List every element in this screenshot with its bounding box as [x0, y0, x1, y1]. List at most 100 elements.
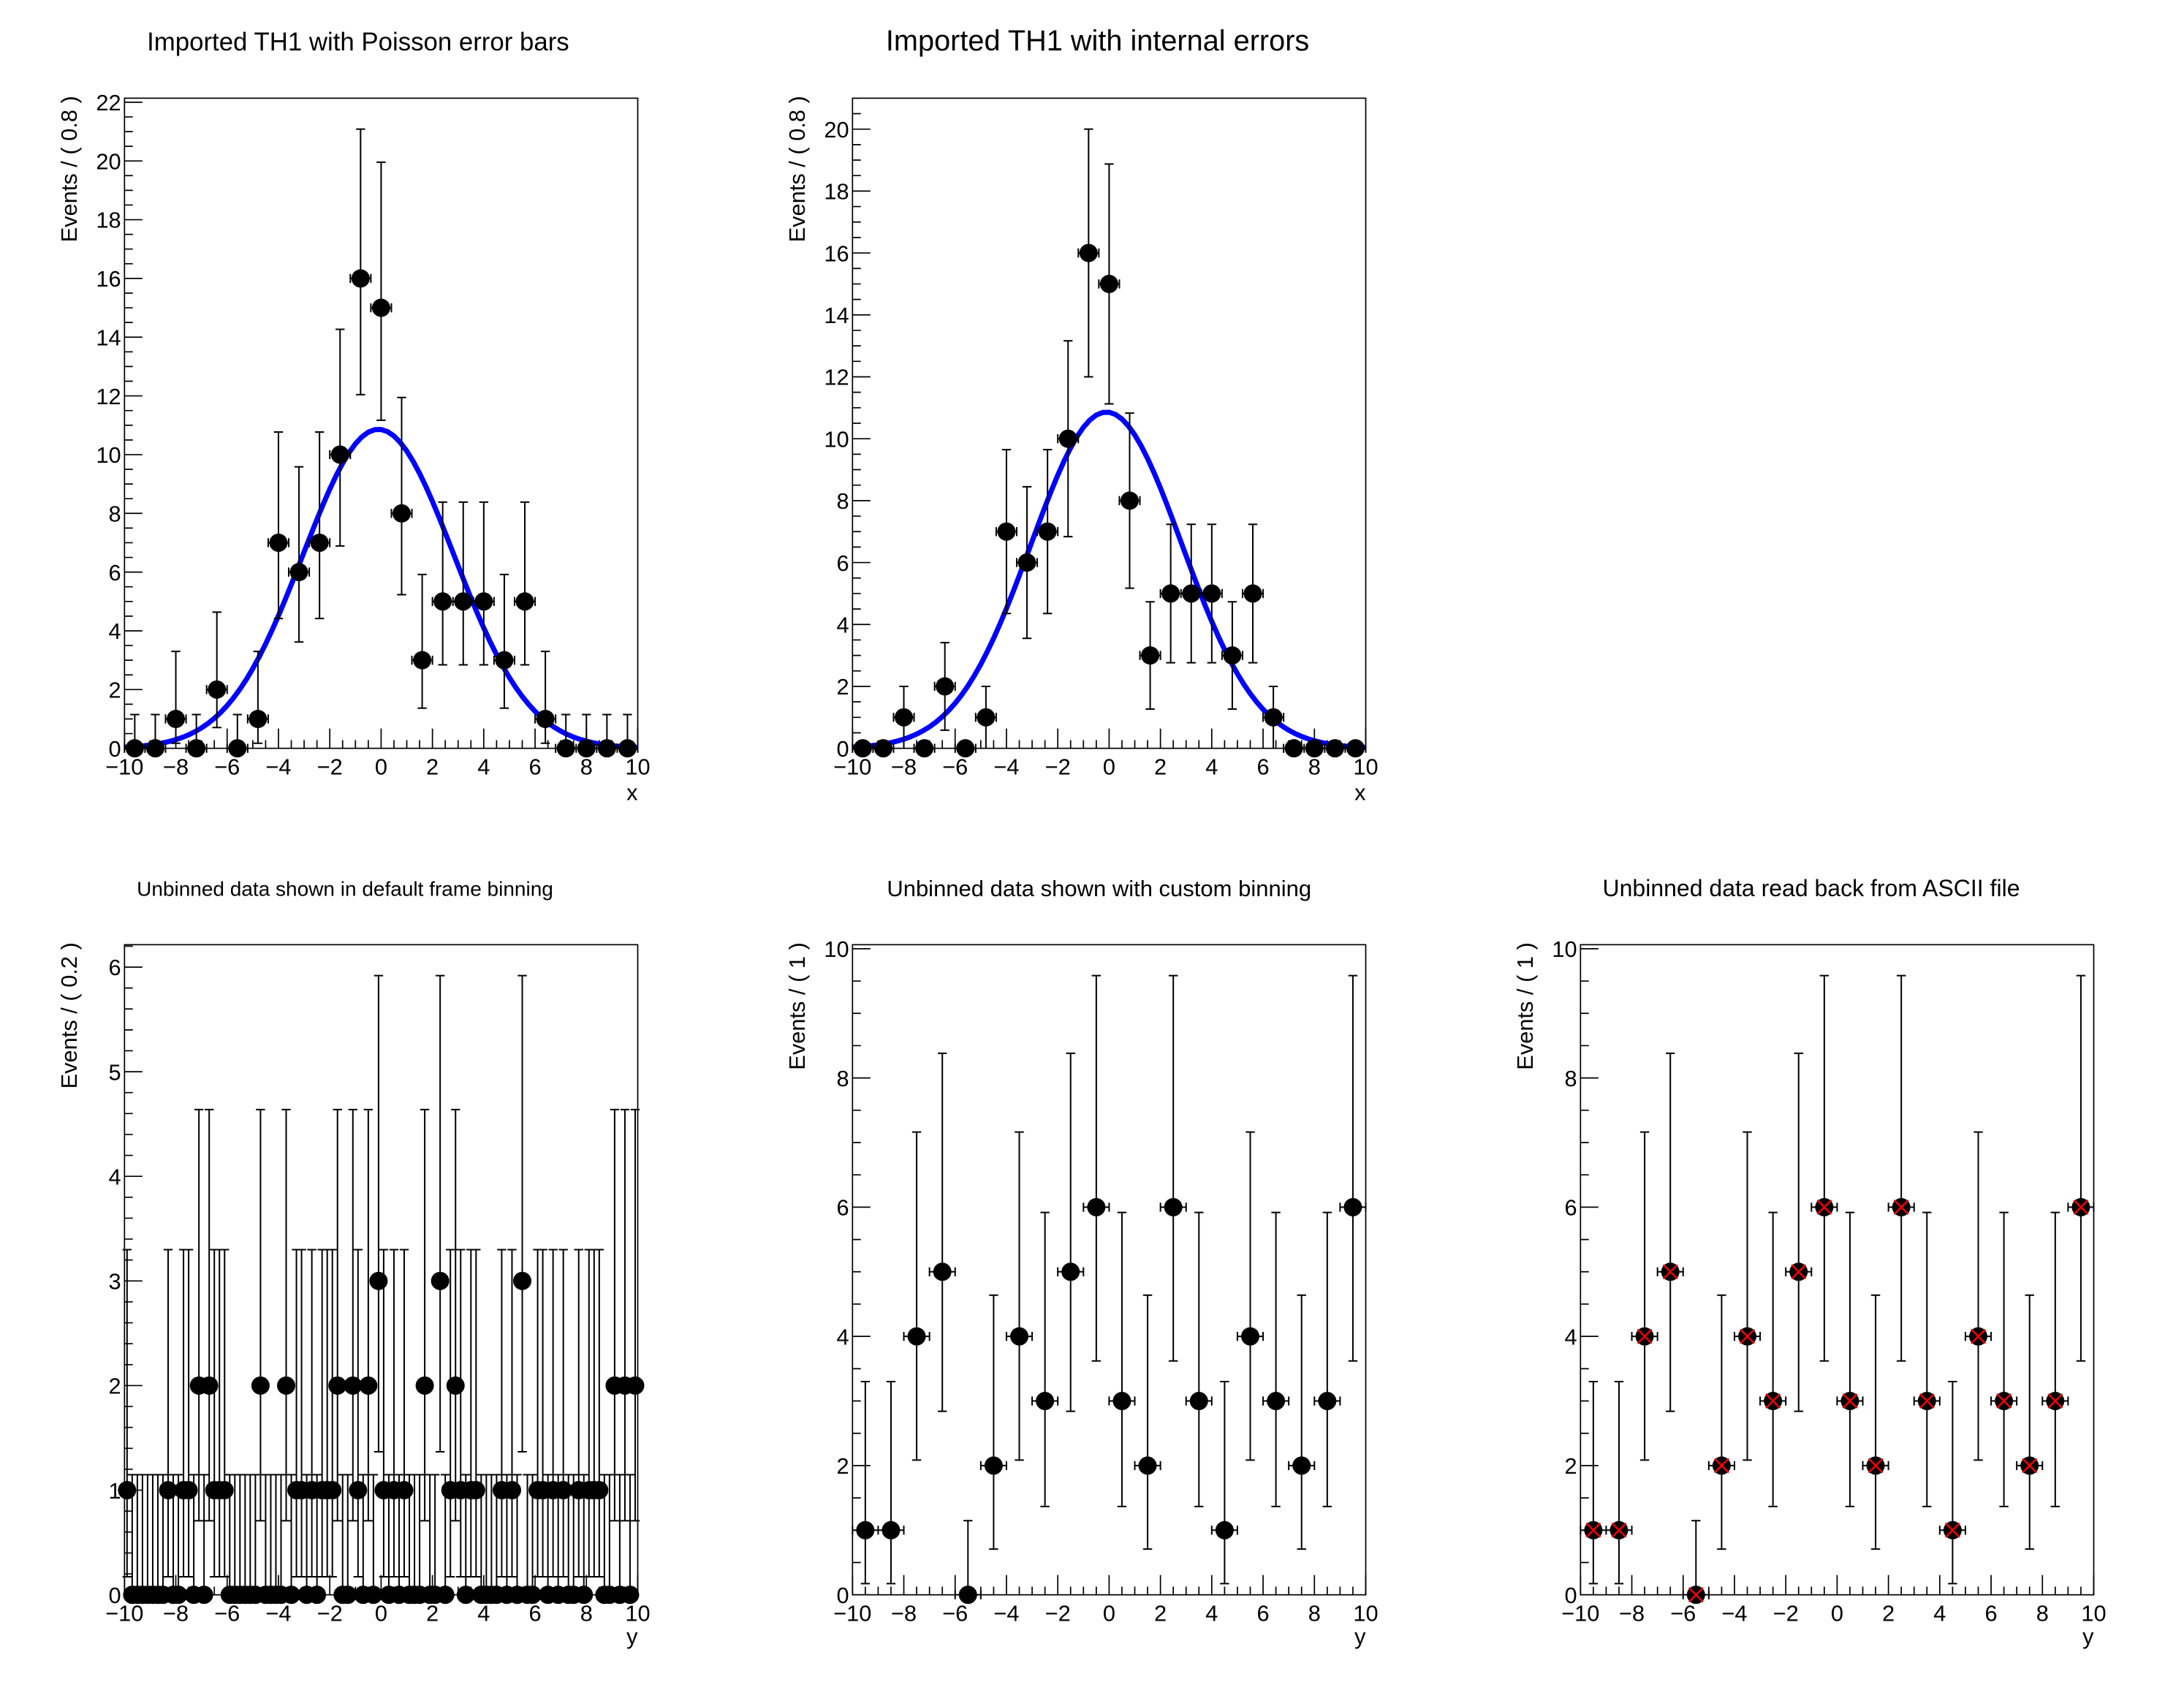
svg-text:20: 20	[824, 117, 849, 143]
svg-text:−2: −2	[1773, 1601, 1799, 1626]
svg-text:0: 0	[1564, 1583, 1577, 1608]
svg-text:Events / ( 0.8 ): Events / ( 0.8 )	[784, 96, 810, 242]
svg-text:0: 0	[1103, 754, 1115, 780]
svg-text:−8: −8	[891, 754, 917, 780]
svg-text:−8: −8	[163, 754, 189, 780]
svg-text:−6: −6	[942, 1601, 968, 1626]
svg-text:22: 22	[96, 90, 121, 115]
svg-text:12: 12	[824, 365, 849, 390]
svg-text:2: 2	[836, 674, 849, 700]
svg-text:0: 0	[375, 754, 387, 780]
svg-text:y: y	[1354, 1624, 1366, 1649]
svg-text:−10: −10	[833, 1601, 871, 1626]
svg-text:10: 10	[625, 754, 650, 780]
svg-text:16: 16	[96, 266, 121, 292]
svg-text:0: 0	[836, 736, 849, 762]
svg-text:0: 0	[375, 1601, 387, 1626]
svg-text:−2: −2	[317, 754, 343, 780]
svg-text:Imported TH1 with internal err: Imported TH1 with internal errors	[886, 25, 1309, 57]
svg-text:4: 4	[836, 612, 849, 637]
svg-text:20: 20	[96, 148, 121, 174]
svg-text:10: 10	[2081, 1601, 2106, 1626]
svg-text:Events / ( 0.2 ): Events / ( 0.2 )	[56, 942, 82, 1088]
svg-text:8: 8	[1308, 754, 1321, 780]
svg-text:0: 0	[1103, 1601, 1115, 1626]
svg-text:5: 5	[108, 1059, 121, 1085]
svg-text:10: 10	[1353, 1601, 1378, 1626]
svg-text:10: 10	[625, 1601, 650, 1626]
svg-text:x: x	[1354, 780, 1366, 806]
svg-text:10: 10	[96, 442, 121, 468]
svg-text:16: 16	[824, 240, 849, 266]
svg-text:12: 12	[96, 384, 121, 409]
svg-text:Unbinned data read back from A: Unbinned data read back from ASCII file	[1603, 875, 2020, 901]
svg-text:6: 6	[1256, 754, 1269, 780]
svg-text:10: 10	[824, 426, 849, 452]
svg-text:8: 8	[2036, 1601, 2049, 1626]
svg-text:2: 2	[426, 754, 439, 780]
svg-text:x: x	[626, 780, 638, 806]
svg-text:Unbinned data shown in default: Unbinned data shown in default frame bin…	[137, 878, 553, 901]
svg-text:2: 2	[1154, 754, 1167, 780]
svg-text:−8: −8	[1619, 1601, 1645, 1626]
svg-text:18: 18	[96, 208, 121, 233]
svg-text:−6: −6	[214, 754, 240, 780]
svg-text:2: 2	[1154, 1601, 1167, 1626]
svg-text:Events / ( 1 ): Events / ( 1 )	[784, 942, 810, 1070]
svg-text:−10: −10	[105, 754, 143, 780]
svg-text:8: 8	[580, 754, 593, 780]
svg-text:Events / ( 1 ): Events / ( 1 )	[1512, 942, 1538, 1070]
svg-text:−10: −10	[1561, 1601, 1599, 1626]
svg-text:8: 8	[108, 501, 121, 526]
svg-text:4: 4	[1205, 1601, 1218, 1626]
svg-text:2: 2	[108, 1374, 121, 1399]
svg-text:−4: −4	[265, 1601, 291, 1626]
svg-text:6: 6	[1984, 1601, 1997, 1626]
svg-text:6: 6	[108, 955, 121, 980]
svg-text:4: 4	[477, 1601, 490, 1626]
svg-text:2: 2	[426, 1601, 439, 1626]
svg-text:0: 0	[1831, 1601, 1843, 1626]
svg-text:−4: −4	[265, 754, 291, 780]
svg-text:8: 8	[1564, 1066, 1577, 1091]
svg-text:−8: −8	[163, 1601, 189, 1626]
svg-text:8: 8	[580, 1601, 593, 1626]
svg-text:4: 4	[1933, 1601, 1946, 1626]
svg-text:4: 4	[108, 618, 121, 644]
svg-text:4: 4	[477, 754, 490, 780]
svg-text:10: 10	[1552, 936, 1577, 962]
svg-text:18: 18	[824, 179, 849, 205]
svg-text:8: 8	[836, 488, 849, 514]
svg-text:Unbinned data shown with custo: Unbinned data shown with custom binning	[887, 876, 1311, 901]
svg-text:6: 6	[1564, 1195, 1577, 1221]
svg-text:6: 6	[1256, 1601, 1269, 1626]
svg-text:10: 10	[824, 936, 849, 962]
svg-text:−10: −10	[105, 1601, 143, 1626]
svg-text:4: 4	[836, 1324, 849, 1349]
svg-text:6: 6	[836, 1195, 849, 1221]
svg-text:0: 0	[108, 1583, 121, 1608]
svg-text:8: 8	[1308, 1601, 1321, 1626]
svg-text:Events / ( 0.8 ): Events / ( 0.8 )	[56, 96, 82, 242]
svg-text:−6: −6	[942, 754, 968, 780]
svg-text:−2: −2	[317, 1601, 343, 1626]
svg-text:2: 2	[1882, 1601, 1895, 1626]
svg-text:−4: −4	[1721, 1601, 1747, 1626]
svg-text:y: y	[626, 1624, 638, 1649]
svg-text:2: 2	[836, 1453, 849, 1479]
svg-text:0: 0	[836, 1583, 849, 1608]
svg-text:2: 2	[1564, 1453, 1577, 1479]
svg-text:y: y	[2082, 1624, 2094, 1649]
svg-text:−2: −2	[1045, 1601, 1071, 1626]
svg-text:−4: −4	[993, 1601, 1019, 1626]
svg-text:4: 4	[1205, 754, 1218, 780]
svg-text:−6: −6	[1670, 1601, 1696, 1626]
svg-text:6: 6	[528, 754, 541, 780]
svg-text:4: 4	[108, 1164, 121, 1189]
svg-text:14: 14	[824, 303, 849, 328]
svg-text:−2: −2	[1045, 754, 1071, 780]
svg-text:−10: −10	[833, 754, 871, 780]
svg-text:1: 1	[108, 1478, 121, 1504]
svg-text:−6: −6	[214, 1601, 240, 1626]
svg-text:14: 14	[96, 325, 121, 350]
